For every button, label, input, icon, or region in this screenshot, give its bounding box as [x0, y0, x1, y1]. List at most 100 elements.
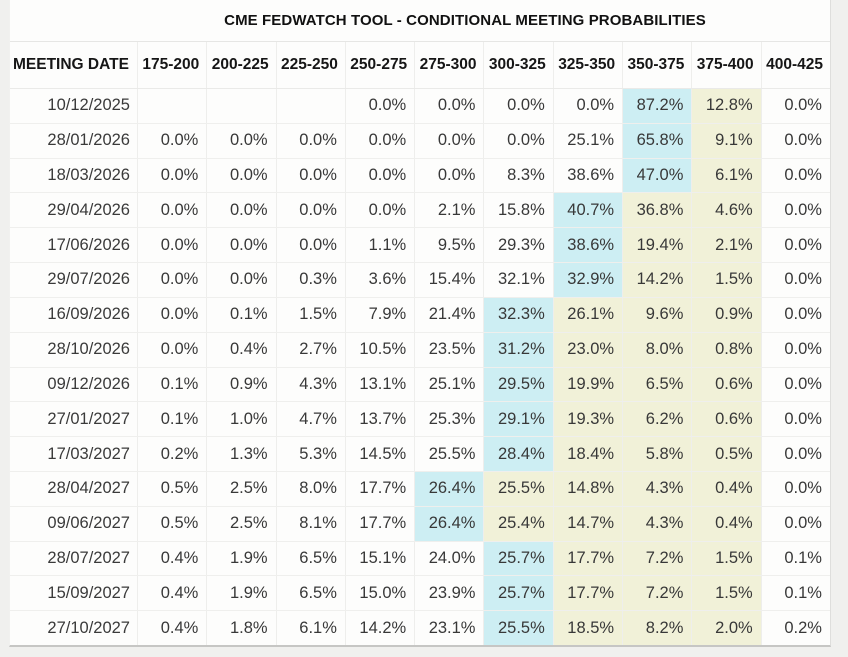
table-row: 10/12/2025 0.0% 0.0% 0.0% 0.0% 87.2% 12.8% 0.0% [10, 89, 830, 124]
meeting-date-cell: 17/03/2027 [47, 444, 130, 463]
probability-cell: 0.6% [691, 367, 761, 402]
probability-cell: 5.8% [622, 437, 692, 471]
probability-cell [206, 89, 275, 123]
probability-cell: 14.8% [552, 471, 623, 506]
meeting-date-cell: 28/07/2027 [47, 548, 130, 567]
probability-cell: 8.1% [275, 506, 345, 541]
probability-cell: 19.4% [622, 228, 692, 263]
probability-cell: 0.0% [206, 193, 275, 228]
header-rate-range-350-375: 350-375 [622, 42, 691, 88]
table-row: 28/07/2027 0.4% 1.9% 6.5% 15.1% 24.0% 25.7% 17.… [10, 541, 830, 577]
meeting-date-cell: 09/06/2027 [47, 514, 130, 533]
probability-cell: 0.0% [760, 123, 830, 158]
probability-cell: 0.0% [275, 158, 345, 193]
probability-cell: 25.4% [483, 506, 553, 541]
table-row: 15/09/2027 0.4% 1.9% 6.5% 15.0% 23.9% 25.7% 17.… [10, 576, 830, 612]
probability-cell: 0.0% [414, 123, 483, 158]
probability-cell: 9.6% [622, 297, 692, 332]
probability-cell: 0.5% [691, 437, 761, 471]
table-row: 27/01/2027 0.1% 1.0% 4.7% 13.7% 25.3% 29.1% 19.… [10, 402, 830, 438]
meeting-date-cell: 17/06/2026 [47, 235, 130, 254]
probability-cell: 6.5% [275, 541, 345, 576]
probability-cell: 5.3% [275, 437, 345, 471]
probability-cell: 0.0% [137, 193, 206, 228]
probability-cell: 18.5% [552, 611, 623, 645]
probability-cell [275, 89, 345, 123]
probability-cell: 0.0% [344, 89, 414, 123]
probability-cell: 0.0% [760, 193, 830, 228]
header-rate-range-250-275: 250-275 [344, 42, 414, 88]
probability-cell: 15.8% [483, 193, 552, 228]
probability-cell: 0.8% [691, 332, 761, 367]
probability-cell: 19.9% [552, 367, 623, 402]
probability-cell: 0.0% [760, 471, 830, 506]
probability-cell: 4.3% [622, 506, 692, 541]
table-row: 27/10/2027 0.4% 1.8% 6.1% 14.2% 23.1% 25.5% 18.… [10, 611, 830, 645]
probability-cell: 0.0% [760, 158, 830, 193]
probability-cell: 47.0% [622, 158, 692, 193]
table-row: 09/12/2026 0.1% 0.9% 4.3% 13.1% 25.1% 29.5% 19.… [10, 367, 830, 403]
meeting-date-cell: 15/09/2027 [47, 583, 130, 602]
probability-cell: 25.7% [483, 576, 553, 611]
table-body: 10/12/2025 0.0% 0.0% 0.0% 0.0% 87.2% 12.8% 0.0%… [10, 89, 830, 645]
probability-cell: 87.2% [622, 89, 692, 123]
probability-cell: 23.5% [414, 332, 483, 367]
probability-cell: 32.9% [552, 263, 623, 297]
table-row: 29/04/2026 0.0% 0.0% 0.0% 0.0% 2.1% 15.8% 40.7%… [10, 193, 830, 229]
probability-cell: 1.5% [691, 541, 761, 576]
probability-cell: 28.4% [483, 437, 553, 471]
probability-cell: 65.8% [622, 123, 692, 158]
probability-cell: 26.4% [414, 506, 484, 541]
probability-cell: 0.0% [344, 193, 414, 228]
header-rate-range-400-425: 400-425 [760, 42, 830, 88]
probability-cell: 0.1% [137, 402, 206, 437]
probability-cell: 9.5% [414, 228, 483, 263]
probability-cell: 0.0% [414, 158, 483, 193]
probability-cell: 38.6% [552, 158, 622, 193]
probability-cell: 0.4% [691, 506, 761, 541]
probability-cell: 0.0% [206, 263, 275, 297]
probability-cell: 6.1% [691, 158, 761, 193]
meeting-date-cell: 27/01/2027 [47, 409, 130, 428]
probability-cell: 7.9% [344, 297, 414, 332]
probability-cell: 0.0% [275, 228, 345, 263]
column-header-row: MEETING DATE 175-200 200-225 225-250 250-275… [10, 41, 830, 89]
probability-cell: 0.3% [275, 263, 345, 297]
meeting-date-cell: 10/12/2025 [47, 96, 130, 115]
probability-cell: 0.5% [137, 471, 206, 506]
probability-cell: 15.1% [344, 541, 414, 576]
probability-cell: 0.0% [760, 89, 830, 123]
probability-cell: 6.5% [275, 576, 345, 611]
probability-cell: 0.0% [275, 123, 345, 158]
probability-cell: 1.0% [206, 402, 275, 437]
probability-cell: 0.0% [344, 158, 414, 193]
probability-cell: 40.7% [552, 193, 623, 228]
probability-cell: 1.5% [275, 297, 345, 332]
probability-cell: 0.0% [760, 297, 830, 332]
probability-cell: 9.1% [691, 123, 761, 158]
meeting-date-cell: 29/04/2026 [47, 200, 130, 219]
probability-cell: 0.1% [206, 297, 275, 332]
probability-cell: 0.4% [137, 611, 206, 645]
header-meeting-date: MEETING DATE [13, 56, 129, 73]
probability-cell: 25.7% [483, 541, 553, 576]
table-title: CME FEDWATCH TOOL - CONDITIONAL MEETING … [224, 12, 706, 29]
title-row: CME FEDWATCH TOOL - CONDITIONAL MEETING … [10, 0, 830, 41]
probability-cell: 4.3% [275, 367, 345, 402]
probability-cell: 25.5% [414, 437, 483, 471]
probability-cell: 29.3% [483, 228, 552, 263]
probability-cell: 0.0% [760, 437, 830, 471]
header-rate-range-325-350: 325-350 [552, 42, 622, 88]
probability-cell: 2.1% [691, 228, 761, 263]
probability-cell: 6.1% [275, 611, 345, 645]
probability-cell: 7.2% [622, 541, 692, 576]
probability-cell: 4.6% [691, 193, 761, 228]
probability-cell: 0.4% [691, 471, 761, 506]
probability-cell: 2.1% [414, 193, 483, 228]
probability-cell: 0.9% [691, 297, 761, 332]
probability-cell: 38.6% [552, 228, 623, 263]
probability-cell: 8.3% [483, 158, 552, 193]
probability-cell: 0.0% [760, 263, 830, 297]
probability-cell: 1.8% [206, 611, 275, 645]
probability-cell: 18.4% [552, 437, 623, 471]
